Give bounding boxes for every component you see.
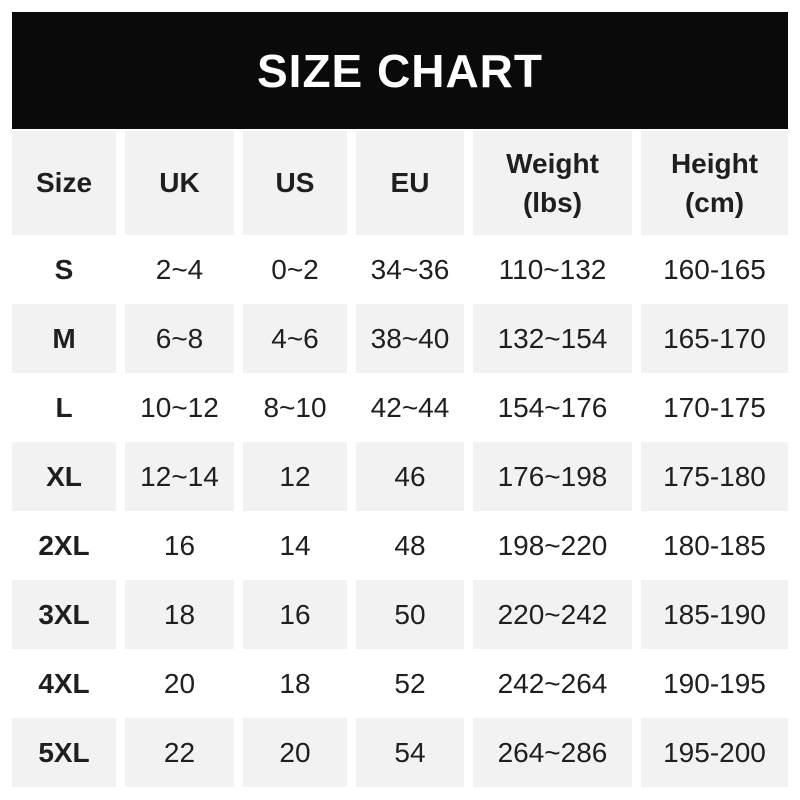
table-row: 3XL 18 16 50 220~242 185-190 bbox=[12, 580, 788, 649]
cell-value: 16 bbox=[125, 511, 234, 580]
cell-value: 110~132 bbox=[473, 235, 632, 304]
column-header-label: EU bbox=[390, 167, 430, 199]
column-header-size: Size bbox=[12, 131, 116, 235]
cell-value: 170-175 bbox=[641, 373, 788, 442]
cell-size-label: 3XL bbox=[12, 580, 116, 649]
table-row: M 6~8 4~6 38~40 132~154 165-170 bbox=[12, 304, 788, 373]
table-row: S 2~4 0~2 34~36 110~132 160-165 bbox=[12, 235, 788, 304]
cell-value: 54 bbox=[356, 718, 464, 787]
table-row: 5XL 22 20 54 264~286 195-200 bbox=[12, 718, 788, 787]
cell-value: 175-180 bbox=[641, 442, 788, 511]
column-header-sub: (cm) bbox=[684, 187, 745, 218]
column-header-label: Weight bbox=[506, 147, 599, 179]
cell-value: 18 bbox=[243, 649, 347, 718]
cell-value: 50 bbox=[356, 580, 464, 649]
table-row: 2XL 16 14 48 198~220 180-185 bbox=[12, 511, 788, 580]
column-header-label: Height bbox=[670, 147, 759, 179]
cell-size-label: 4XL bbox=[12, 649, 116, 718]
page-title: SIZE CHART bbox=[257, 44, 543, 97]
cell-value: 160-165 bbox=[641, 235, 788, 304]
cell-value: 195-200 bbox=[641, 718, 788, 787]
cell-value: 190-195 bbox=[641, 649, 788, 718]
column-header-label: US bbox=[275, 167, 315, 199]
cell-value: 38~40 bbox=[356, 304, 464, 373]
cell-value: 2~4 bbox=[125, 235, 234, 304]
cell-value: 12~14 bbox=[125, 442, 234, 511]
table-row: 4XL 20 18 52 242~264 190-195 bbox=[12, 649, 788, 718]
cell-value: 20 bbox=[125, 649, 234, 718]
cell-size-label: XL bbox=[12, 442, 116, 511]
cell-value: 154~176 bbox=[473, 373, 632, 442]
cell-value: 42~44 bbox=[356, 373, 464, 442]
cell-value: 8~10 bbox=[243, 373, 347, 442]
cell-value: 132~154 bbox=[473, 304, 632, 373]
column-header-label: Size bbox=[35, 167, 93, 199]
cell-value: 46 bbox=[356, 442, 464, 511]
cell-value: 176~198 bbox=[473, 442, 632, 511]
size-chart-table: Size UK US EU Weight (lbs) Height (cm) bbox=[12, 131, 788, 787]
table-row: XL 12~14 12 46 176~198 175-180 bbox=[12, 442, 788, 511]
cell-value: 34~36 bbox=[356, 235, 464, 304]
cell-value: 16 bbox=[243, 580, 347, 649]
cell-value: 22 bbox=[125, 718, 234, 787]
title-banner: SIZE CHART bbox=[12, 12, 788, 129]
column-header-label: UK bbox=[159, 167, 200, 199]
cell-value: 20 bbox=[243, 718, 347, 787]
cell-value: 18 bbox=[125, 580, 234, 649]
cell-value: 220~242 bbox=[473, 580, 632, 649]
cell-value: 10~12 bbox=[125, 373, 234, 442]
cell-size-label: 2XL bbox=[12, 511, 116, 580]
cell-value: 6~8 bbox=[125, 304, 234, 373]
column-header-height: Height (cm) bbox=[641, 131, 788, 235]
cell-size-label: 5XL bbox=[12, 718, 116, 787]
cell-value: 0~2 bbox=[243, 235, 347, 304]
table-row: L 10~12 8~10 42~44 154~176 170-175 bbox=[12, 373, 788, 442]
column-header-eu: EU bbox=[356, 131, 464, 235]
cell-value: 185-190 bbox=[641, 580, 788, 649]
cell-value: 180-185 bbox=[641, 511, 788, 580]
size-table-body: S 2~4 0~2 34~36 110~132 160-165 M 6~8 4~6 38~40 13… bbox=[12, 235, 788, 787]
cell-value: 4~6 bbox=[243, 304, 347, 373]
column-header-us: US bbox=[243, 131, 347, 235]
table-header-row: Size UK US EU Weight (lbs) Height (cm) bbox=[12, 131, 788, 235]
cell-value: 198~220 bbox=[473, 511, 632, 580]
cell-value: 48 bbox=[356, 511, 464, 580]
cell-value: 14 bbox=[243, 511, 347, 580]
column-header-weight: Weight (lbs) bbox=[473, 131, 632, 235]
cell-value: 52 bbox=[356, 649, 464, 718]
column-header-uk: UK bbox=[125, 131, 234, 235]
cell-size-label: M bbox=[12, 304, 116, 373]
cell-value: 12 bbox=[243, 442, 347, 511]
cell-value: 264~286 bbox=[473, 718, 632, 787]
cell-size-label: L bbox=[12, 373, 116, 442]
cell-size-label: S bbox=[12, 235, 116, 304]
cell-value: 242~264 bbox=[473, 649, 632, 718]
cell-value: 165-170 bbox=[641, 304, 788, 373]
column-header-sub: (lbs) bbox=[522, 187, 583, 218]
